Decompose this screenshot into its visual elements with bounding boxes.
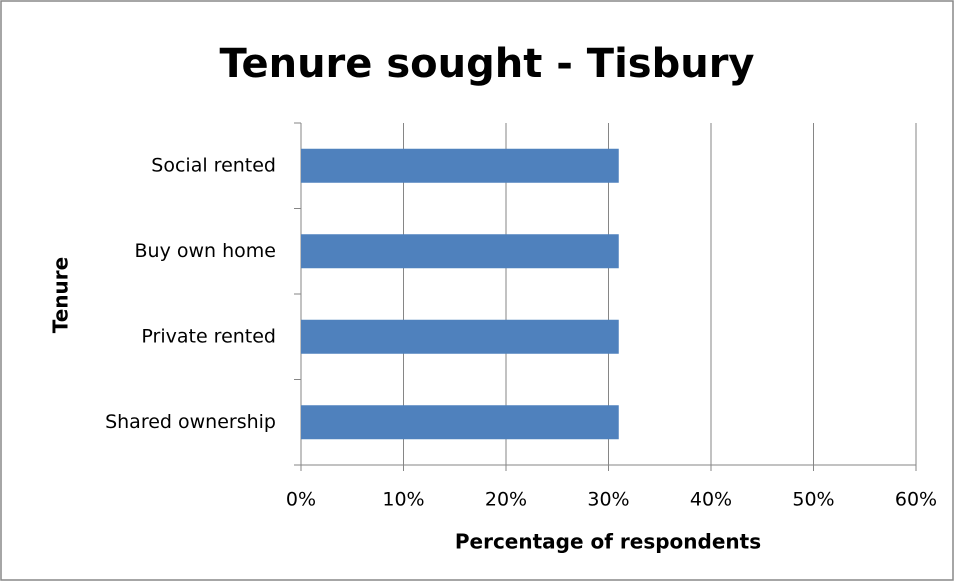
x-tick-label: 60% bbox=[895, 489, 937, 511]
x-tick-label: 0% bbox=[286, 489, 316, 511]
bar bbox=[301, 234, 619, 269]
chart-title: Tenure sought - Tisbury bbox=[220, 41, 755, 87]
bar bbox=[301, 148, 619, 183]
x-tick-label: 40% bbox=[690, 489, 732, 511]
x-axis-label: Percentage of respondents bbox=[455, 530, 761, 554]
x-tick-label: 20% bbox=[485, 489, 527, 511]
y-tick-label: Shared ownership bbox=[105, 411, 276, 433]
y-tick-label: Buy own home bbox=[135, 240, 276, 262]
x-tick-label: 30% bbox=[587, 489, 629, 511]
y-tick-label: Private rented bbox=[141, 325, 276, 347]
bar bbox=[301, 319, 619, 354]
bar bbox=[301, 405, 619, 440]
x-tick-label: 10% bbox=[382, 489, 424, 511]
y-tick-label: Social rented bbox=[151, 154, 276, 176]
x-tick-label: 50% bbox=[792, 489, 834, 511]
y-axis-label: Tenure bbox=[49, 257, 73, 333]
